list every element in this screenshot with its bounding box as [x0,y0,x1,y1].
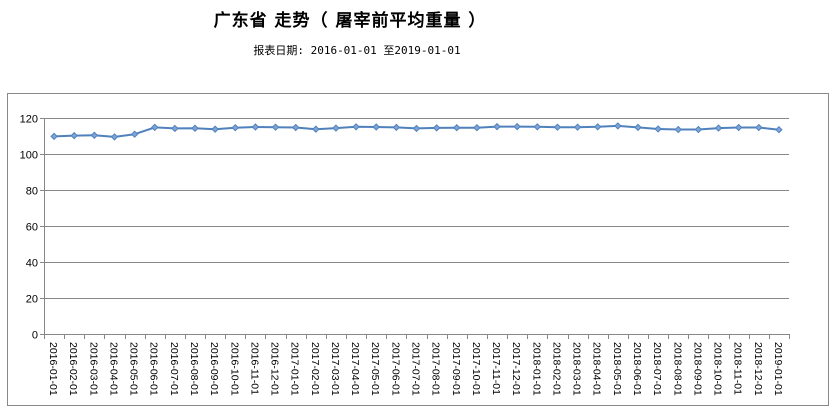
x-tick-label: 2017-02-01 [309,342,321,396]
data-point-marker[interactable] [573,123,582,131]
x-tick-label: 2018-03-01 [571,342,583,396]
data-series [50,122,783,141]
x-tick-label: 2017-05-01 [369,342,381,396]
data-point-marker[interactable] [412,124,421,133]
data-point-marker[interactable] [553,123,562,131]
x-tick-label: 2018-10-01 [712,342,724,396]
x-tick-label: 2016-07-01 [168,342,180,396]
y-tick-label: 20 [26,294,38,306]
data-point-marker[interactable] [312,125,320,133]
x-tick-label: 2017-07-01 [410,342,422,396]
data-point-marker[interactable] [291,123,300,132]
x-tick-label: 2018-08-01 [671,342,683,396]
x-tick-label: 2016-04-01 [107,342,119,396]
data-point-marker[interactable] [674,125,682,134]
data-point-marker[interactable] [171,124,179,133]
x-tick-label: 2018-09-01 [691,342,703,396]
data-point-marker[interactable] [251,123,260,131]
data-point-marker[interactable] [755,123,763,132]
data-point-marker[interactable] [191,124,199,132]
x-tick-label: 2017-01-01 [289,342,301,396]
x-tick-label: 2018-02-01 [550,342,562,396]
x-tick-label: 2017-11-01 [490,342,502,395]
data-point-marker[interactable] [513,122,521,131]
y-tick-label: 0 [32,330,38,342]
data-point-marker[interactable] [594,123,602,131]
data-point-marker[interactable] [50,132,58,141]
x-tick-label: 2016-01-01 [47,342,59,396]
data-point-marker[interactable] [110,133,119,141]
chart-title: 广东省 走势（ 屠宰前平均重量 ） [213,11,487,31]
x-tick-label: 2017-10-01 [470,342,482,396]
data-point-marker[interactable] [654,125,662,133]
x-tick-label: 2017-04-01 [349,342,361,396]
x-tick-label: 2016-06-01 [148,342,160,396]
x-tick-label: 2017-09-01 [450,342,462,396]
y-tick-label: 60 [26,222,38,234]
data-point-marker[interactable] [271,123,280,131]
report-date-range: 报表日期: 2016-01-01 至2019-01-01 [253,44,461,57]
data-point-marker[interactable] [432,124,441,132]
x-tick-label: 2018-07-01 [651,342,663,396]
x-tick-label: 2018-12-01 [752,342,764,396]
data-point-marker[interactable] [231,124,239,132]
data-point-marker[interactable] [90,131,99,139]
data-point-marker[interactable] [734,123,743,132]
data-point-marker[interactable] [151,123,159,132]
x-tick-label: 2017-03-01 [329,342,341,396]
x-tick-label: 2016-02-01 [67,342,79,396]
x-tick-label: 2017-06-01 [389,342,401,396]
x-tick-label: 2018-11-01 [732,342,744,395]
data-point-marker[interactable] [392,123,401,132]
data-point-marker[interactable] [775,125,783,134]
data-point-marker[interactable] [614,122,622,130]
gridlines [44,118,789,299]
data-point-marker[interactable] [634,123,642,132]
x-tick-label: 2019-01-01 [772,342,784,396]
data-point-marker[interactable] [714,124,723,132]
data-point-marker[interactable] [130,130,139,138]
x-tick-label: 2016-08-01 [188,342,200,396]
x-tick-label: 2016-05-01 [128,342,140,396]
x-tick-label: 2018-05-01 [611,342,623,396]
x-tick-label: 2017-12-01 [510,342,522,396]
y-tick-label: 100 [20,150,38,162]
data-point-marker[interactable] [473,124,481,132]
chart-frame [7,93,829,406]
data-point-marker[interactable] [533,123,542,131]
data-point-marker[interactable] [453,124,461,132]
x-tick-label: 2016-03-01 [87,342,99,396]
y-tick-label: 40 [26,258,38,270]
y-axis: 0 20 40 60 80 100 120 [20,114,45,342]
data-point-marker[interactable] [70,131,78,140]
y-tick-label: 80 [26,186,38,198]
data-point-marker[interactable] [694,125,703,134]
data-point-marker[interactable] [332,124,340,132]
x-tick-label: 2017-08-01 [430,342,442,396]
data-point-marker[interactable] [352,123,360,131]
x-tick-label: 2016-11-01 [248,342,260,395]
x-tick-label: 2016-10-01 [228,342,240,396]
x-axis: 2016-01-01 2016-02-01 2016-03-01 2016-04-01… [44,334,790,396]
x-tick-label: 2016-09-01 [208,342,220,396]
x-tick-label: 2018-01-01 [530,342,542,396]
y-tick-label: 120 [20,114,38,126]
x-tick-label: 2018-04-01 [591,342,603,396]
x-tick-label: 2016-12-01 [269,342,281,396]
data-point-marker[interactable] [372,123,380,131]
data-point-marker[interactable] [493,122,501,131]
x-tick-label: 2018-06-01 [631,342,643,396]
data-point-marker[interactable] [211,125,219,133]
